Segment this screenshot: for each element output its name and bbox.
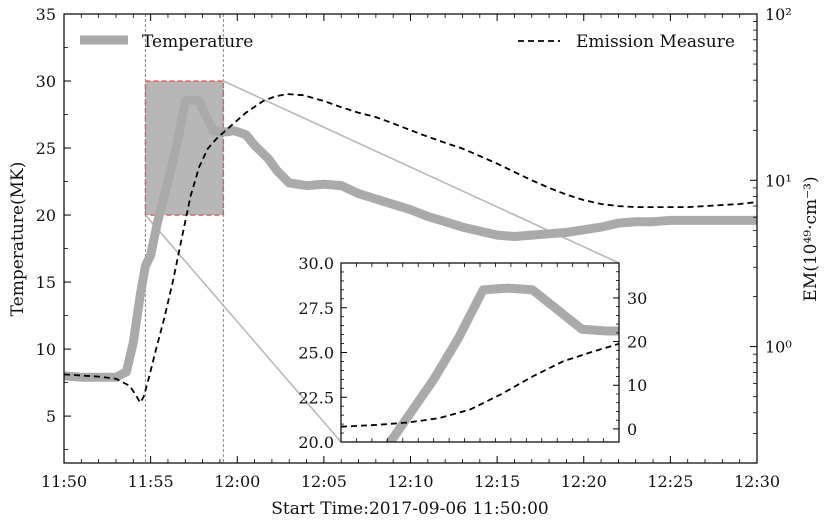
inset-temperature-line <box>384 283 619 442</box>
y2-axis-label: EM(10⁴⁹·cm⁻³) <box>801 176 821 301</box>
y2-tick-label: 10² <box>765 5 792 24</box>
inset-y2-tick-label: 30 <box>627 289 647 308</box>
x-tick-label: 11:50 <box>41 472 87 491</box>
y-tick-label: 10 <box>36 340 56 359</box>
legend-emission-label: Emission Measure <box>576 32 735 52</box>
main-axis-ticks: 11:50 11:55 12:00 12:05 12:10 12:15 12:20 12:25… <box>36 5 792 491</box>
y-tick-label: 20 <box>36 206 56 225</box>
y-tick-label: 5 <box>46 407 56 426</box>
inset-axis-ticks: 20.0 22.5 25.0 27.5 30.0 0 10 20 30 <box>298 254 647 452</box>
x-tick-label: 12:05 <box>301 472 347 491</box>
x-tick-label: 12:30 <box>734 472 780 491</box>
x-axis-label: Start Time:2017-09-06 11:50:00 <box>271 499 548 519</box>
y2-tick-label: 10¹ <box>765 171 792 190</box>
x-tick-label: 12:15 <box>474 472 520 491</box>
inset-y-tick-label: 22.5 <box>298 388 334 407</box>
legend-temperature-label: Temperature <box>142 32 253 52</box>
y2-tick-label: 10⁰ <box>765 338 792 357</box>
legend: Temperature Emission Measure <box>80 32 735 52</box>
inset-y-tick-label: 27.5 <box>298 299 334 318</box>
inset-y2-tick-label: 0 <box>627 420 637 439</box>
y-tick-label: 15 <box>36 273 56 292</box>
x-tick-label: 12:25 <box>647 472 693 491</box>
y-axis-label: Temperature(MK) <box>8 162 28 317</box>
inset-emission-measure-line <box>341 342 619 428</box>
x-tick-label: 11:55 <box>128 472 174 491</box>
x-tick-label: 12:20 <box>561 472 607 491</box>
inset-y-tick-label: 30.0 <box>298 254 334 273</box>
temperature-line <box>64 95 757 382</box>
y-tick-label: 30 <box>36 72 56 91</box>
x-tick-label: 12:00 <box>214 472 260 491</box>
y-tick-label: 25 <box>36 139 56 158</box>
inset-y-tick-label: 25.0 <box>298 344 334 363</box>
y-tick-label: 35 <box>36 5 56 24</box>
inset-y2-tick-label: 10 <box>627 376 647 395</box>
inset-y-tick-label: 20.0 <box>298 433 334 452</box>
inset-y2-tick-label: 20 <box>627 333 647 352</box>
x-tick-label: 12:10 <box>387 472 433 491</box>
